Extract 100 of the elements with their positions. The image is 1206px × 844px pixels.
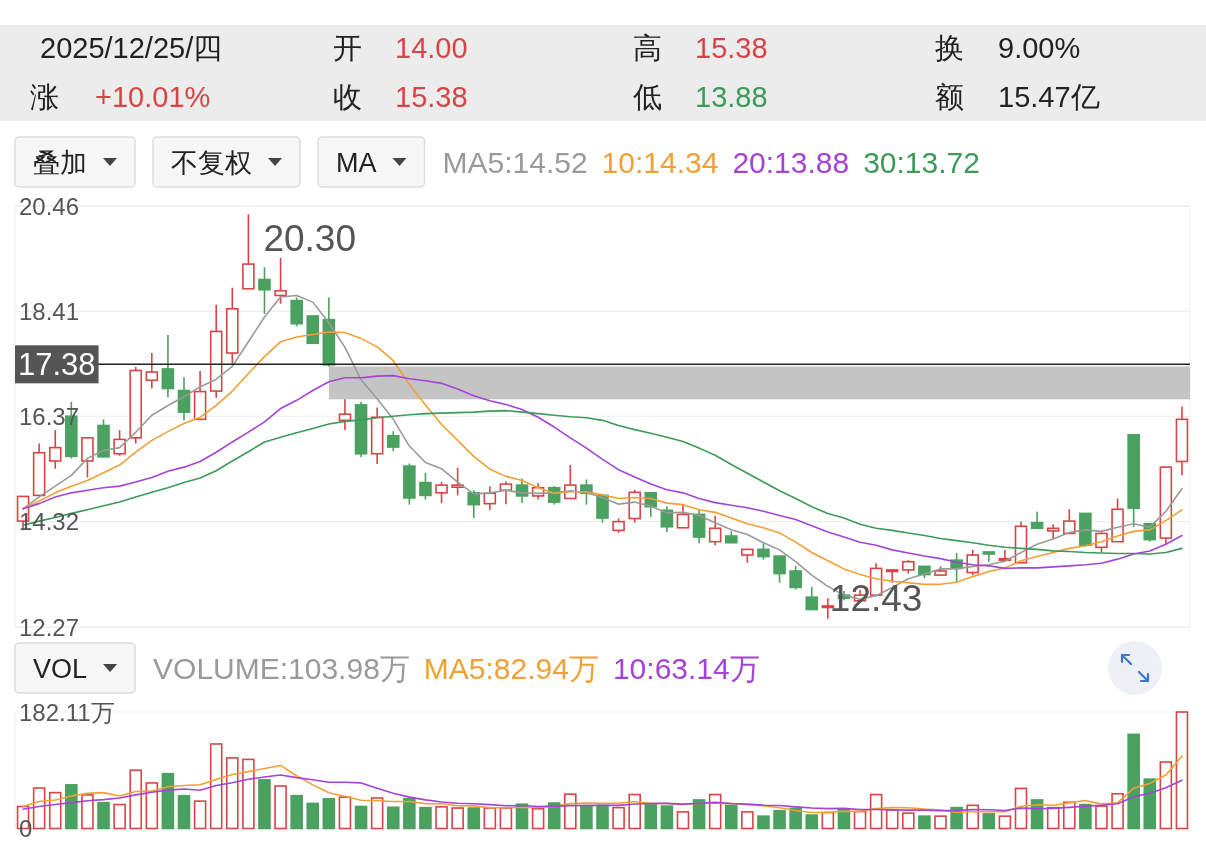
bar	[113, 803, 126, 830]
bar	[129, 769, 143, 830]
y-tick-label: 12.27	[19, 613, 80, 641]
bar	[580, 804, 593, 830]
candlestick	[419, 471, 432, 501]
candlestick	[773, 555, 786, 584]
bar	[676, 811, 690, 830]
text: 2025/12/25/四	[40, 32, 223, 64]
bar	[226, 757, 239, 830]
bar	[531, 808, 545, 830]
bar	[322, 797, 336, 830]
candlestick	[596, 494, 609, 524]
bar	[81, 794, 94, 830]
bar	[741, 811, 754, 830]
bar	[274, 785, 287, 830]
candlestick	[435, 481, 448, 504]
bar	[1079, 803, 1092, 830]
bar	[644, 803, 658, 830]
bar	[660, 805, 674, 830]
bar	[290, 794, 303, 830]
bar	[97, 801, 110, 830]
text: 15.47亿	[998, 81, 1100, 113]
text: 14.00	[395, 32, 468, 64]
ref-line-label: 17.38	[18, 347, 96, 383]
line-series	[22, 755, 1183, 814]
candlestick	[338, 398, 352, 431]
text: 不复权	[171, 148, 252, 178]
bar	[467, 807, 481, 830]
candlestick	[113, 429, 126, 457]
bar	[177, 794, 191, 830]
bar	[242, 758, 255, 830]
line-series	[22, 774, 1183, 812]
text: 20:13.88	[732, 146, 850, 179]
bar	[757, 815, 770, 830]
candlestick	[161, 334, 175, 399]
text: 10:63.14万	[612, 652, 760, 685]
bar	[1095, 805, 1108, 830]
text: MA5:14.52	[442, 146, 588, 179]
bar	[1127, 733, 1140, 830]
bar	[547, 802, 561, 830]
candlestick	[258, 266, 271, 315]
text: 额	[935, 81, 964, 113]
candlestick	[290, 296, 303, 328]
bar	[338, 796, 352, 830]
text: 开	[333, 32, 362, 64]
candlestick	[789, 565, 802, 591]
text: VOL	[33, 654, 88, 684]
bar	[1143, 778, 1157, 830]
bar	[612, 806, 625, 830]
y-tick-label: 20.46	[19, 192, 80, 220]
text: 换	[935, 32, 964, 64]
text: 9.00%	[998, 32, 1081, 64]
text: 叠加	[33, 148, 87, 178]
bar	[692, 799, 706, 830]
bar	[934, 815, 947, 830]
candlestick	[386, 430, 400, 452]
bar	[596, 804, 609, 830]
text: 涨	[30, 81, 59, 113]
text: MA	[336, 148, 377, 178]
bar	[1175, 711, 1189, 830]
bar	[789, 807, 802, 830]
text: 30:13.72	[863, 146, 980, 179]
bar	[48, 791, 62, 830]
annotation: 12.43	[829, 577, 923, 619]
bar	[435, 806, 448, 830]
candlestick	[467, 489, 481, 519]
bar	[998, 815, 1012, 830]
text: 低	[633, 81, 662, 113]
y-tick-label: 182.11万	[19, 698, 115, 726]
bar	[386, 806, 400, 830]
text: 15.38	[395, 81, 468, 113]
bar	[193, 800, 207, 830]
bar	[354, 805, 368, 830]
text: 13.88	[695, 81, 768, 113]
text: 高	[633, 32, 662, 64]
y-tick-label: 18.41	[19, 297, 80, 325]
bar	[885, 809, 899, 830]
bar	[403, 797, 416, 830]
candlestick	[1095, 531, 1108, 553]
candlestick	[676, 503, 690, 529]
candlestick	[145, 352, 159, 390]
text: +10.01%	[95, 81, 211, 113]
text: MA5:82.94万	[423, 652, 599, 685]
candlestick	[451, 466, 464, 497]
bar	[805, 814, 819, 830]
text: VOLUME:103.98万	[153, 652, 410, 685]
bar	[419, 806, 432, 830]
bar	[370, 797, 384, 830]
bar	[564, 793, 577, 830]
bar	[724, 804, 738, 830]
bar	[65, 784, 78, 830]
bar	[902, 812, 915, 830]
bar	[773, 809, 786, 830]
text: 收	[333, 81, 362, 113]
text: 15.38	[695, 32, 768, 64]
bar	[1111, 792, 1124, 830]
annotation: 20.30	[263, 218, 356, 260]
candlestick	[48, 429, 62, 470]
bar	[209, 743, 223, 830]
candlestick	[274, 257, 287, 305]
